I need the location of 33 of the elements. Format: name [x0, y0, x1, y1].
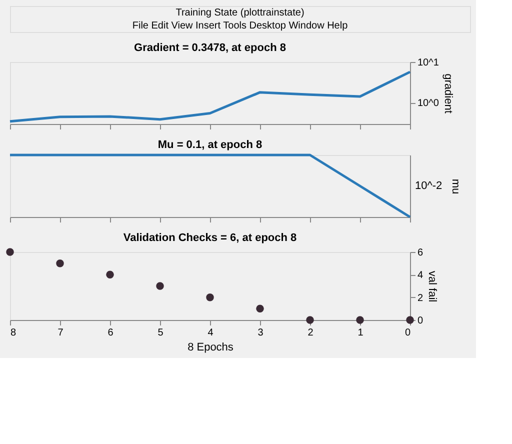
- point: [256, 304, 264, 313]
- y-axis-title: gradient: [442, 74, 454, 114]
- y-tick-label: 6: [418, 248, 424, 258]
- y-axis-title: mu: [450, 178, 462, 194]
- y-tick-label: 10^0: [418, 98, 440, 110]
- point: [6, 248, 14, 256]
- x-tick-label: 1: [358, 328, 364, 338]
- point: [156, 282, 164, 290]
- x-tick-label: 2: [308, 328, 314, 338]
- y-tick-label: 4: [418, 270, 424, 282]
- chart-title: Validation Checks = 6, at epoch 8: [123, 232, 297, 244]
- chart-title: Gradient = 0.3478, at epoch 8: [134, 42, 286, 54]
- y-axis-title: val fail: [426, 270, 438, 302]
- y-tick-label: 2: [418, 292, 424, 304]
- y-tick-label: 0: [418, 316, 424, 326]
- point: [206, 293, 214, 302]
- x-tick-label: 7: [58, 328, 64, 338]
- x-axis-title: 8 Epochs: [188, 342, 234, 354]
- point: [306, 316, 314, 324]
- x-tick-label: 5: [158, 328, 164, 338]
- x-tick-label: 4: [208, 328, 214, 338]
- text: File Edit View Insert Tools Desktop Window Help: [132, 20, 348, 32]
- x-tick-label: 3: [258, 328, 264, 338]
- y-tick-label: 10^1: [418, 58, 440, 68]
- chart-title: Mu = 0.1, at epoch 8: [158, 138, 262, 151]
- x-tick-label: 8: [10, 328, 16, 338]
- x-tick-label: 0: [404, 328, 411, 338]
- text: Training State (plottrainstate): [176, 8, 304, 18]
- text: 10^-2: [415, 180, 442, 192]
- x-tick-label: 6: [108, 328, 114, 338]
- point: [106, 270, 114, 279]
- point: [56, 259, 64, 268]
- point: [356, 316, 364, 324]
